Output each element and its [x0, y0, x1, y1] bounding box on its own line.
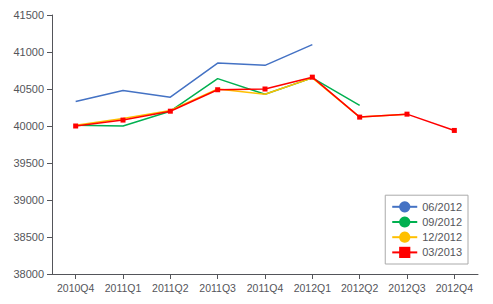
svg-text:40000: 40000	[13, 120, 44, 132]
svg-text:2012Q1: 2012Q1	[294, 282, 332, 294]
svg-text:2011Q2: 2011Q2	[152, 282, 189, 294]
svg-text:41000: 41000	[13, 46, 44, 58]
svg-text:2010Q4: 2010Q4	[57, 282, 95, 294]
svg-text:39500: 39500	[13, 157, 44, 169]
svg-text:38500: 38500	[13, 231, 44, 243]
svg-text:12/2012: 12/2012	[422, 231, 462, 243]
svg-text:2012Q4: 2012Q4	[436, 282, 474, 294]
svg-text:06/2012: 06/2012	[422, 201, 462, 213]
svg-text:2011Q1: 2011Q1	[105, 282, 142, 294]
svg-text:2012Q3: 2012Q3	[388, 282, 426, 294]
svg-text:39000: 39000	[13, 194, 44, 206]
svg-text:09/2012: 09/2012	[422, 216, 462, 228]
svg-text:38000: 38000	[13, 268, 44, 280]
svg-text:2012Q2: 2012Q2	[341, 282, 379, 294]
svg-text:2011Q3: 2011Q3	[199, 282, 236, 294]
svg-text:40500: 40500	[13, 83, 44, 95]
svg-text:03/2013: 03/2013	[422, 246, 462, 258]
svg-text:41500: 41500	[13, 9, 44, 21]
svg-text:2011Q4: 2011Q4	[247, 282, 284, 294]
